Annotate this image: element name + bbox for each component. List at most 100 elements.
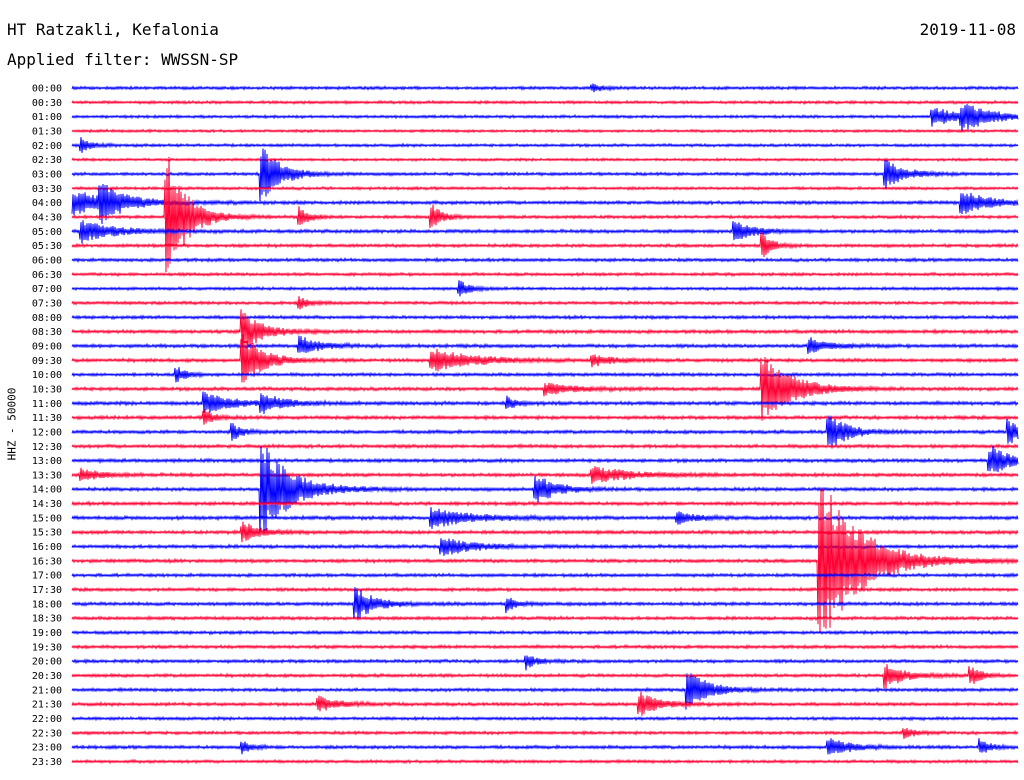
- row-label: 20:00: [32, 657, 62, 668]
- trace-row: [71, 185, 1019, 192]
- trace-row: [71, 391, 1019, 414]
- trace-row: [71, 738, 1019, 755]
- trace-row: [71, 446, 1019, 537]
- trace-row: [71, 442, 1019, 450]
- row-label: 21:00: [32, 685, 62, 696]
- trace-row: [71, 148, 1019, 202]
- row-label: 01:30: [32, 126, 62, 137]
- row-label: 13:00: [32, 456, 62, 467]
- trace-row: [71, 367, 1019, 383]
- row-label: 12:30: [32, 442, 62, 453]
- trace-row: [71, 408, 1019, 425]
- row-label: 09:00: [32, 341, 62, 352]
- trace-row: [71, 673, 1019, 710]
- trace-row: [71, 521, 1019, 543]
- trace-row: [71, 655, 1019, 671]
- trace-row: [71, 296, 1019, 310]
- row-label: 13:30: [32, 470, 62, 481]
- row-label: 03:30: [32, 184, 62, 195]
- row-label: 21:30: [32, 700, 62, 711]
- row-label: 16:30: [32, 556, 62, 567]
- row-time-labels: 00:00 00:30 01:00 01:30 02:00 02:30 03:00 03:30…: [32, 84, 62, 769]
- trace-row: [71, 586, 1019, 593]
- trace-row: [71, 99, 1019, 106]
- trace-row: [71, 156, 1019, 163]
- trace-row: [71, 137, 1019, 153]
- row-label: 19:00: [32, 628, 62, 639]
- trace-row: [71, 445, 1019, 473]
- row-label: 11:00: [32, 399, 62, 410]
- date-label: 2019-11-08: [919, 20, 1016, 39]
- trace-row: [71, 643, 1019, 650]
- row-label: 17:00: [32, 571, 62, 582]
- trace-row: [71, 309, 1019, 347]
- row-label: 07:00: [32, 284, 62, 295]
- row-label: 03:00: [32, 169, 62, 180]
- trace-row: [71, 356, 1019, 421]
- row-label: 18:00: [32, 599, 62, 610]
- trace-row: [71, 271, 1019, 278]
- row-label: 19:30: [32, 642, 62, 653]
- row-label: 02:30: [32, 155, 62, 166]
- trace-row: [71, 571, 1019, 579]
- trace-row: [71, 488, 1019, 634]
- trace-row: [71, 715, 1019, 722]
- row-label: 06:30: [32, 270, 62, 281]
- station-title: HT Ratzakli, Kefalonia: [7, 20, 219, 39]
- trace-row: [71, 691, 1019, 716]
- row-label: 06:00: [32, 255, 62, 266]
- row-label: 04:30: [32, 212, 62, 223]
- seismic-traces: [71, 83, 1019, 765]
- row-label: 04:00: [32, 198, 62, 209]
- trace-row: [71, 587, 1019, 619]
- trace-row: [71, 128, 1019, 134]
- row-label: 22:30: [32, 728, 62, 739]
- trace-row: [71, 415, 1019, 446]
- trace-row: [71, 156, 1019, 273]
- row-label: 15:30: [32, 528, 62, 539]
- row-label: 12:00: [32, 427, 62, 438]
- row-label: 17:30: [32, 585, 62, 596]
- trace-row: [71, 538, 1019, 556]
- row-label: 15:00: [32, 513, 62, 524]
- row-label: 18:30: [32, 614, 62, 625]
- row-label: 08:00: [32, 313, 62, 324]
- trace-row: [71, 500, 1019, 507]
- trace-row: [71, 333, 1019, 383]
- trace-row: [71, 629, 1019, 636]
- trace-row: [71, 758, 1019, 765]
- trace-row: [71, 232, 1019, 258]
- row-label: 00:30: [32, 98, 62, 109]
- trace-row: [71, 335, 1019, 354]
- row-label: 23:30: [32, 757, 62, 768]
- row-label: 01:00: [32, 112, 62, 123]
- row-label: 05:00: [32, 227, 62, 238]
- trace-row: [71, 466, 1019, 485]
- row-label: 11:30: [32, 413, 62, 424]
- trace-row: [71, 280, 1019, 297]
- filter-label: Applied filter: WWSSN-SP: [7, 50, 239, 69]
- row-label: 20:30: [32, 671, 62, 682]
- row-label: 09:30: [32, 356, 62, 367]
- row-label: 22:00: [32, 714, 62, 725]
- row-label: 14:00: [32, 485, 62, 496]
- trace-row: [71, 614, 1019, 622]
- trace-row: [71, 183, 1019, 225]
- trace-row: [71, 83, 1019, 93]
- row-label: 02:00: [32, 141, 62, 152]
- row-label: 16:00: [32, 542, 62, 553]
- row-label: 00:00: [32, 84, 62, 95]
- trace-row: [71, 220, 1019, 244]
- row-label: 07:30: [32, 298, 62, 309]
- trace-row: [71, 104, 1019, 132]
- trace-row: [71, 507, 1019, 529]
- trace-row: [71, 256, 1019, 264]
- row-label: 14:30: [32, 499, 62, 510]
- row-label: 08:30: [32, 327, 62, 338]
- row-label: 23:00: [32, 743, 62, 754]
- trace-row: [71, 727, 1019, 739]
- trace-row: [71, 314, 1019, 321]
- row-label: 05:30: [32, 241, 62, 252]
- row-label: 10:00: [32, 370, 62, 381]
